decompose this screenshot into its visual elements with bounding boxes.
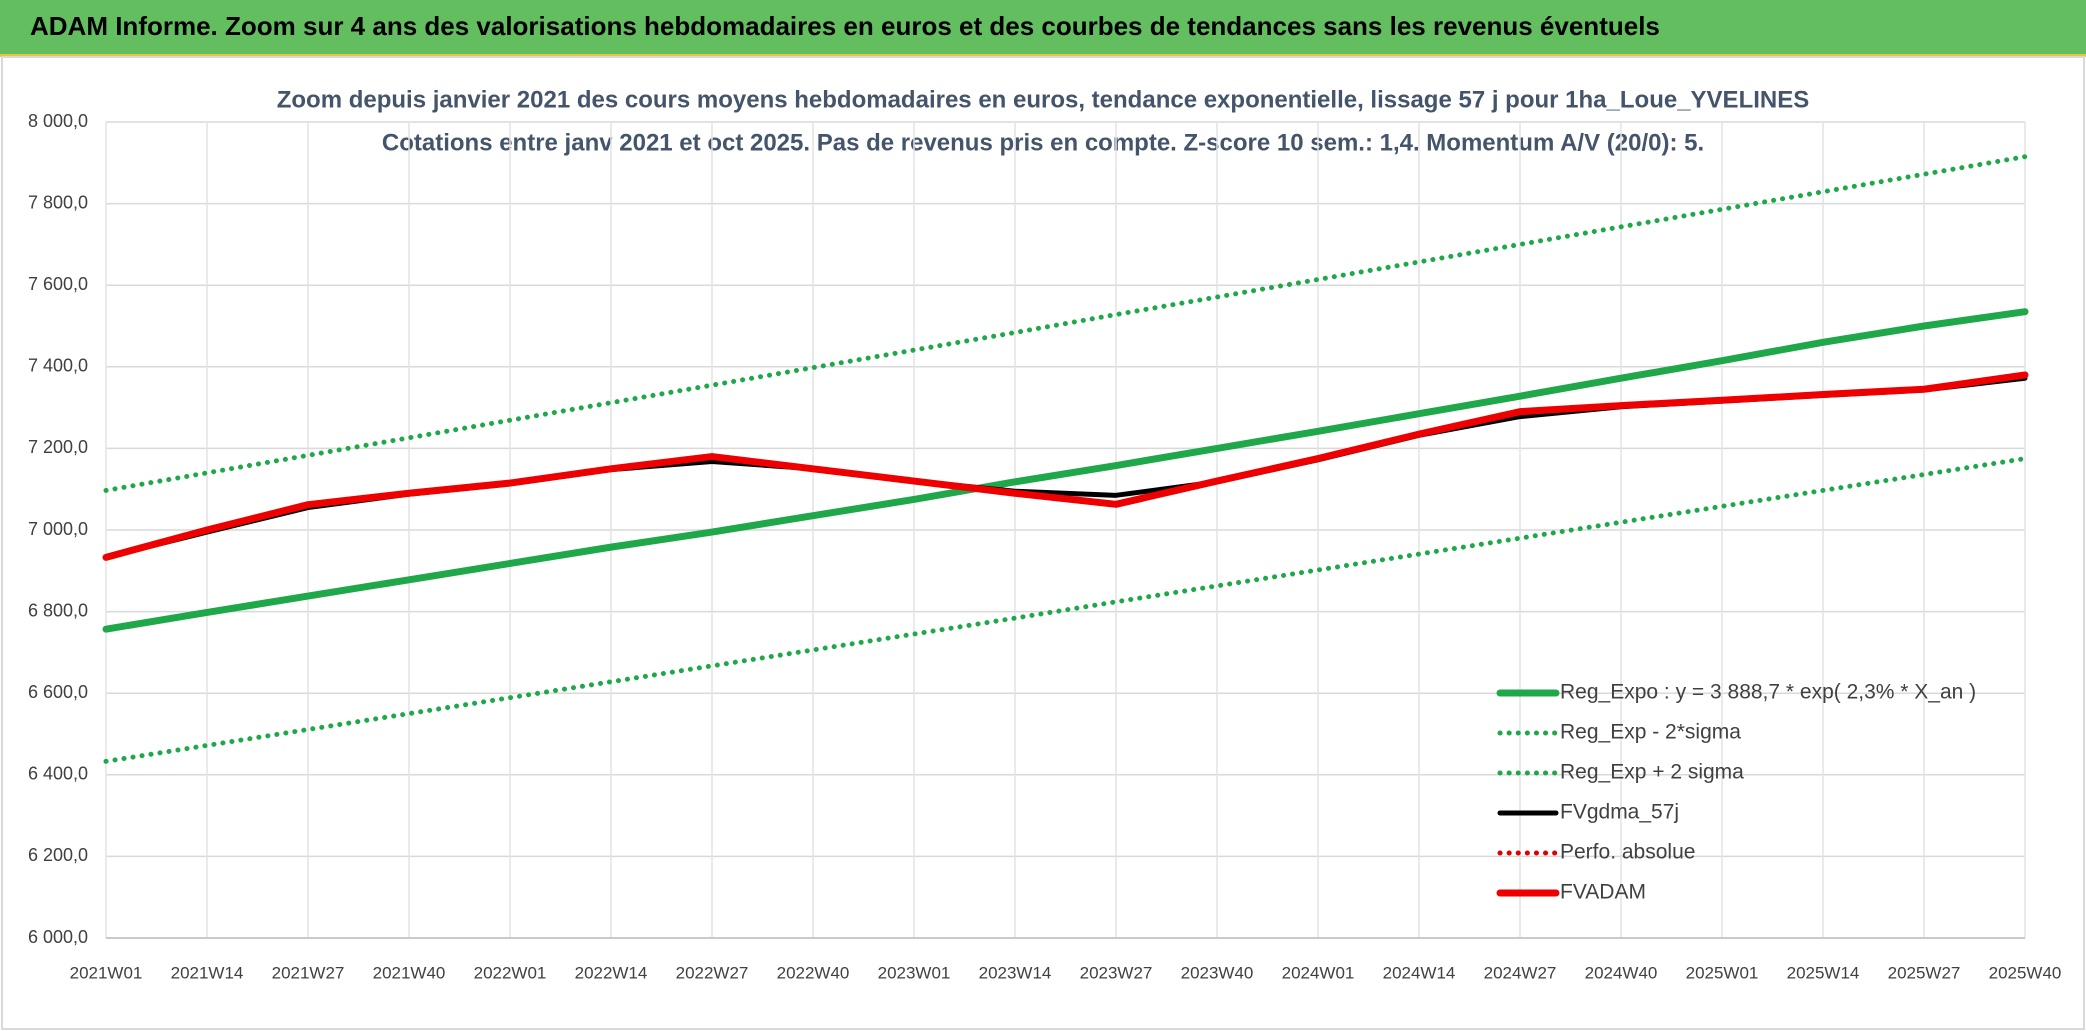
x-tick-label: 2023W27	[1080, 963, 1153, 982]
x-tick-label: 2025W01	[1686, 963, 1759, 982]
x-tick-label: 2025W27	[1888, 963, 1961, 982]
x-tick-label: 2022W27	[676, 963, 749, 982]
chart-subtitle: Cotations entre janv 2021 et oct 2025. P…	[382, 129, 1704, 156]
legend-label: Reg_Exp + 2 sigma	[1560, 761, 1744, 784]
legend-label: Perfo. absolue	[1560, 841, 1695, 864]
legend-label: Reg_Exp - 2*sigma	[1560, 721, 1741, 744]
x-tick-label: 2025W14	[1787, 963, 1860, 982]
x-tick-label: 2021W40	[373, 963, 446, 982]
x-tick-label: 2023W14	[979, 963, 1052, 982]
y-tick-label: 6 600,0	[28, 682, 88, 702]
y-tick-label: 7 600,0	[28, 274, 88, 294]
y-tick-label: 7 800,0	[28, 192, 88, 212]
legend-label: FVADAM	[1560, 881, 1646, 904]
series-line	[103, 456, 2028, 764]
x-tick-label: 2021W27	[272, 963, 345, 982]
y-tick-label: 6 400,0	[28, 764, 88, 784]
x-tick-label: 2021W01	[70, 963, 143, 982]
x-tick-label: 2022W40	[777, 963, 850, 982]
x-tick-label: 2024W01	[1282, 963, 1355, 982]
banner-border	[0, 54, 2086, 57]
x-tick-label: 2024W40	[1585, 963, 1658, 982]
header-banner	[0, 0, 2086, 54]
x-tick-label: 2023W01	[878, 963, 951, 982]
y-tick-label: 8 000,0	[28, 111, 88, 131]
x-tick-label: 2024W27	[1484, 963, 1557, 982]
x-tick-label: 2025W40	[1989, 963, 2062, 982]
y-tick-label: 7 400,0	[28, 356, 88, 376]
y-tick-label: 6 000,0	[28, 927, 88, 947]
x-tick-label: 2024W14	[1383, 963, 1456, 982]
chart-border	[1, 56, 2085, 1030]
header-title: ADAM Informe. Zoom sur 4 ans des valoris…	[30, 11, 1660, 41]
y-tick-label: 6 800,0	[28, 600, 88, 620]
chart-title: Zoom depuis janvier 2021 des cours moyen…	[277, 86, 1810, 113]
series-line	[102, 308, 2029, 633]
legend-label: Reg_Expo : y = 3 888,7 * exp( 2,3% * X_a…	[1560, 681, 1976, 704]
x-tick-label: 2023W40	[1181, 963, 1254, 982]
series-line	[103, 154, 2028, 493]
y-tick-label: 6 200,0	[28, 845, 88, 865]
legend: Reg_Expo : y = 3 888,7 * exp( 2,3% * X_a…	[1496, 681, 1976, 904]
series-line	[102, 371, 2029, 561]
x-tick-label: 2022W01	[474, 963, 547, 982]
x-tick-label: 2021W14	[171, 963, 244, 982]
y-tick-label: 7 200,0	[28, 437, 88, 457]
x-tick-label: 2022W14	[575, 963, 648, 982]
y-tick-label: 7 000,0	[28, 519, 88, 539]
grid: 6 000,0 6 200,0 6 400,0 6 600,0 6 800,0 7 000…	[28, 111, 2061, 983]
legend-label: FVgdma_57j	[1560, 801, 1679, 824]
plot-lines	[102, 154, 2029, 764]
